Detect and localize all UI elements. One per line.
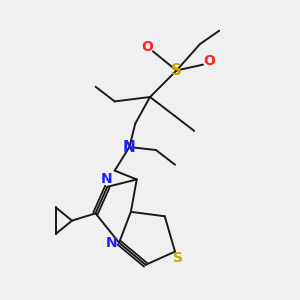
Text: O: O [142,40,154,54]
Text: O: O [203,54,215,68]
Text: S: S [173,251,183,265]
Text: S: S [171,63,182,78]
Text: N: N [105,236,117,250]
Text: N: N [123,140,136,154]
Text: N: N [101,172,112,186]
